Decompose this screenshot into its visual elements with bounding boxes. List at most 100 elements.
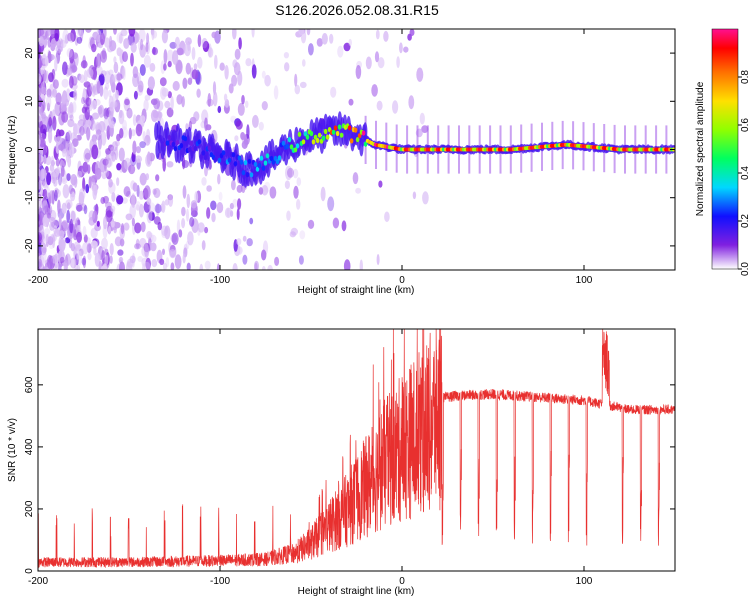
spectrogram-noise-cell	[122, 66, 126, 81]
spectrogram-noise-cell	[187, 77, 193, 85]
spectrogram-noise-cell	[237, 102, 245, 116]
spectrogram-noise-cell	[74, 123, 82, 134]
spectrogram-noise-cell	[217, 173, 221, 185]
spectrogram-noise-cell	[332, 217, 340, 229]
spectrogram-noise-cell	[237, 198, 242, 210]
spectrogram-noise-cell	[403, 46, 409, 53]
spectrogram-noise-cell	[55, 158, 60, 167]
spectrogram-noise-cell	[113, 29, 117, 35]
spectrogram-noise-cell	[146, 197, 152, 205]
spectrogram-noise-cell	[181, 206, 186, 217]
spectrogram-noise-cell	[99, 50, 108, 63]
spectrogram-noise-cell	[79, 74, 85, 83]
spectrogram-ridge-halo	[187, 126, 192, 145]
spectrogram-ridge-cell	[245, 172, 250, 178]
spectrogram-noise-cell	[97, 106, 103, 115]
spectrogram-noise-cell	[46, 212, 52, 219]
spectrogram-ridge-cell	[353, 127, 358, 133]
spectrogram-ridge-cell	[293, 147, 298, 153]
spectrogram-noise-cell	[348, 98, 354, 106]
spectrogram-noise-cell	[293, 185, 299, 199]
spectrogram-noise-cell	[187, 231, 194, 246]
spectrogram-noise-cell	[120, 29, 128, 37]
spectrogram-noise-cell	[207, 47, 214, 58]
spectrogram-noise-cell	[235, 120, 243, 130]
spectrogram-noise-cell	[54, 189, 58, 202]
spectrogram-noise-cell	[104, 248, 109, 256]
snr-series-line	[38, 329, 675, 569]
spectrogram-ridge-cell	[189, 140, 194, 146]
spectrogram-noise-cell	[91, 144, 99, 160]
spectrogram-noise-cell	[190, 200, 198, 209]
spectrogram-x-tick-label: -100	[210, 275, 230, 286]
spectrogram-noise-cell	[153, 187, 161, 199]
spectrogram-noise-cell	[157, 111, 163, 119]
spectrogram-noise-cell	[59, 236, 67, 248]
spectrogram-noise-cell	[111, 192, 116, 202]
spectrogram-noise-cell	[165, 257, 170, 268]
spectrogram-ridge-cell	[335, 130, 340, 137]
spectrogram-noise-cell	[214, 54, 218, 69]
spectrogram-noise-cell	[65, 140, 69, 152]
spectrogram-noise-cell	[261, 185, 269, 196]
spectrogram-noise-cell	[143, 185, 151, 199]
spectrogram-noise-cell	[135, 201, 141, 211]
spectrogram-noise-cell	[44, 228, 51, 236]
spectrogram-noise-cell	[99, 85, 104, 97]
spectrogram-noise-cell	[61, 148, 67, 158]
spectrogram-y-axis-label: Frequency (Hz)	[7, 116, 18, 185]
spectrogram-noise-cell	[181, 218, 186, 229]
spectrogram-noise-cell	[66, 173, 71, 182]
spectrogram-noise-cell	[161, 200, 166, 213]
spectrogram-noise-cell	[72, 138, 79, 147]
spectrogram-noise-cell	[69, 102, 74, 114]
spectrogram-noise-cell	[384, 211, 390, 223]
spectrogram-ridge-cell	[285, 143, 290, 149]
spectrogram-noise-cell	[378, 180, 383, 188]
spectrogram-noise-cell	[139, 141, 146, 149]
spectrogram-noise-cell	[167, 91, 172, 99]
spectrogram-noise-cell	[230, 210, 234, 217]
spectrogram-noise-cell	[116, 163, 122, 171]
spectrogram-noise-cell	[101, 250, 105, 263]
spectrogram-ridge-cell	[175, 140, 180, 146]
spectrogram-noise-cell	[109, 146, 115, 157]
spectrogram-noise-cell	[170, 262, 175, 270]
spectrogram-noise-cell	[121, 197, 128, 204]
snr-x-axis-label: Height of straight line (km)	[298, 586, 415, 597]
spectrogram-noise-cell	[82, 88, 87, 101]
spectrogram-noise-cell	[54, 187, 59, 196]
spectrogram-noise-cell	[103, 216, 108, 230]
spectrogram-noise-cell	[193, 63, 198, 71]
spectrogram-noise-cell	[419, 112, 425, 125]
spectrogram-noise-cell	[144, 244, 150, 258]
spectrogram-ridge-cell	[315, 137, 320, 144]
spectrogram-noise-cell	[133, 90, 138, 100]
spectrogram-noise-cell	[85, 29, 92, 33]
spectrogram-noise-cell	[65, 199, 73, 209]
spectrogram-noise-cell	[82, 161, 89, 173]
spectrogram-noise-cell	[52, 234, 56, 249]
spectrogram-noise-cell	[76, 36, 83, 44]
spectrogram-ridge-cell	[301, 139, 306, 145]
spectrogram-noise-cell	[139, 237, 147, 248]
spectrogram-noise-cell	[66, 130, 72, 141]
spectrogram-noise-cell	[201, 240, 206, 251]
spectrogram-noise-cell	[172, 50, 179, 65]
spectrogram-noise-cell	[45, 95, 52, 109]
spectrogram-noise-cell	[236, 208, 240, 221]
spectrogram-noise-cell	[118, 256, 124, 264]
spectrogram-noise-cell	[120, 65, 125, 79]
spectrogram-noise-cell	[77, 219, 81, 226]
spectrogram-noise-cell	[144, 134, 151, 146]
spectrogram-noise-cell	[54, 101, 62, 117]
spectrogram-noise-cell	[337, 45, 344, 58]
spectrogram-noise-cell	[206, 185, 212, 192]
spectrogram-ridge-cell	[313, 134, 318, 140]
spectrogram-ridge-cell	[357, 133, 362, 139]
spectrogram-noise-cell	[62, 184, 70, 199]
spectrogram-ridge-halo	[245, 168, 251, 187]
spectrogram-noise-cell	[96, 53, 102, 68]
